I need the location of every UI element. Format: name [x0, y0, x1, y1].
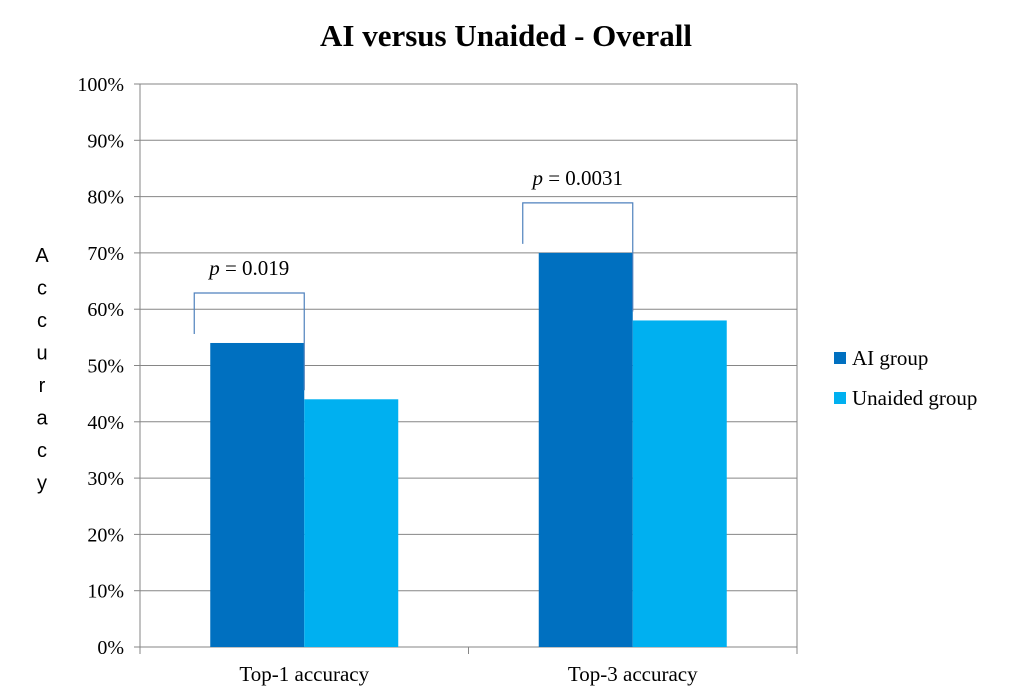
y-tick-label: 80% [87, 187, 124, 209]
significance-bracket [193, 292, 305, 391]
significance-bracket [522, 202, 634, 312]
y-tick-label: 30% [87, 468, 124, 490]
y-tick-label: 40% [87, 412, 124, 434]
y-tick-label: 0% [97, 637, 124, 659]
x-tick-label: Top-1 accuracy [239, 662, 369, 686]
legend-label: Unaided group [852, 386, 977, 410]
y-tick-label: 20% [87, 524, 124, 546]
y-tick-label: 70% [87, 243, 124, 265]
bar-unaided-group-2 [632, 320, 727, 647]
x-axis-ticks: Top-1 accuracy Top-3 accuracy [239, 662, 698, 686]
legend-label: AI group [852, 346, 928, 370]
y-tick-label: 90% [87, 130, 124, 152]
legend-swatch [834, 352, 846, 364]
y-tick-label: 10% [87, 581, 124, 603]
y-axis-ticks: 0% 10% 20% 30% 40% 50% 60% 70% 80% 90% 100% [77, 74, 124, 659]
p-value-label: p = 0.0031 [530, 166, 623, 190]
chart-title: AI versus Unaided - Overall [320, 18, 692, 53]
legend: AI group Unaided group [834, 346, 977, 410]
annotations: p = 0.019 p = 0.0031 [193, 166, 634, 391]
bars [210, 252, 727, 647]
p-value-label: p = 0.019 [207, 256, 289, 280]
legend-swatch [834, 392, 846, 404]
x-tick-label: Top-3 accuracy [568, 662, 698, 686]
y-tick-label: 60% [87, 299, 124, 321]
bar-ai-group-1 [210, 342, 305, 647]
bar-ai-group-2 [538, 252, 633, 647]
bar-unaided-group-1 [304, 399, 399, 647]
y-tick-label: 50% [87, 356, 124, 378]
y-tick-label: 100% [77, 74, 124, 96]
